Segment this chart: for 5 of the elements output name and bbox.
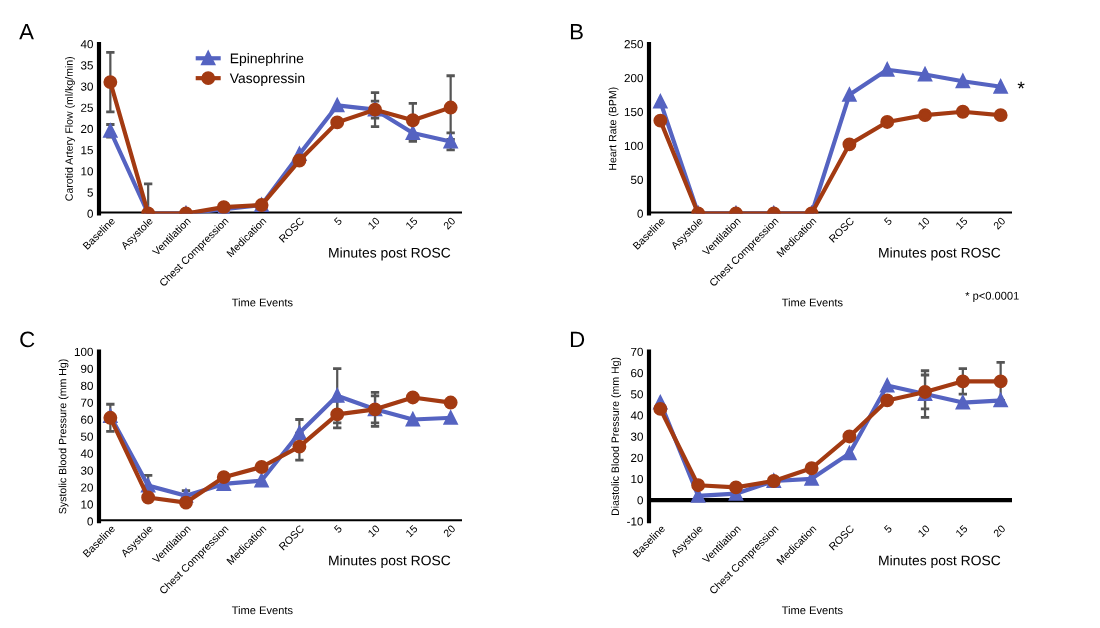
annotation: * <box>1017 81 1025 89</box>
chart-title: B <box>570 24 583 40</box>
chart-title: C <box>20 331 35 348</box>
chart-title: D <box>570 331 585 348</box>
chart-title: A <box>19 24 34 40</box>
